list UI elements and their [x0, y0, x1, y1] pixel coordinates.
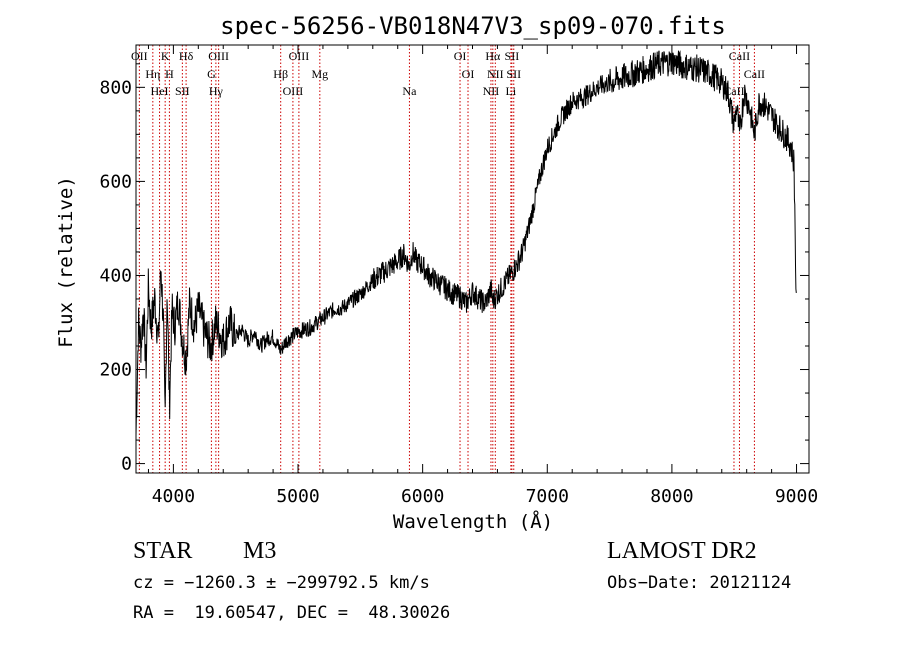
- line-markers: [138, 45, 755, 473]
- line-label: NII: [487, 67, 504, 81]
- line-label: K: [161, 49, 170, 63]
- line-label: SII: [505, 49, 520, 63]
- y-tick-label: 800: [99, 77, 132, 98]
- object-subclass: M3: [243, 538, 277, 564]
- line-label: Hβ: [273, 67, 288, 81]
- y-axis: 0 200 400 600 800: [99, 63, 809, 475]
- line-label: Hη: [145, 67, 160, 81]
- x-tick-label: 7000: [526, 486, 569, 507]
- line-label: OI: [462, 67, 475, 81]
- y-tick-label: 0: [121, 454, 132, 475]
- x-tick-label: 8000: [650, 486, 693, 507]
- line-label: CaII: [729, 49, 750, 63]
- line-labels: OIIHηHeIKHSIIHδGHγOIIIHβOIIIOIIIMgNaOIOI…: [131, 49, 765, 98]
- x-tick-label: 9000: [775, 486, 818, 507]
- plot-frame: [135, 44, 810, 474]
- y-tick-label: 400: [99, 265, 132, 286]
- line-label: H: [165, 67, 174, 81]
- object-class: STAR: [133, 538, 193, 564]
- y-axis-label: Flux (relative): [55, 176, 77, 348]
- survey-name: LAMOST DR2: [607, 538, 757, 564]
- observation-date: Obs−Date: 20121124: [607, 573, 792, 593]
- x-tick-label: 5000: [276, 486, 319, 507]
- x-axis: 4000 5000 6000 7000 8000 9000: [147, 45, 818, 507]
- line-label: OII: [131, 49, 148, 63]
- line-label: Mg: [311, 67, 328, 81]
- y-tick-label: 600: [99, 171, 132, 192]
- line-label: HeI: [151, 84, 169, 98]
- line-label: Li: [506, 84, 517, 98]
- x-axis-label: Wavelength (Å): [393, 510, 553, 533]
- line-label: Na: [402, 84, 417, 98]
- line-label: OIII: [289, 49, 310, 63]
- line-label: Hα: [485, 49, 501, 63]
- line-label: SII: [506, 67, 521, 81]
- line-label: G: [207, 67, 216, 81]
- line-label: OIII: [208, 49, 229, 63]
- redshift-readout: cz = −1260.3 ± −299792.5 km/s: [133, 573, 430, 593]
- line-label: Hδ: [179, 49, 194, 63]
- x-tick-label: 4000: [152, 486, 195, 507]
- chart-title: spec-56256-VB018N47V3_sp09-070.fits: [220, 12, 726, 40]
- y-tick-label: 200: [99, 360, 132, 381]
- line-label: NII: [483, 84, 500, 98]
- line-label: OIII: [283, 84, 304, 98]
- spectrum-line: [135, 50, 797, 436]
- x-tick-label: 6000: [401, 486, 444, 507]
- line-label: CaII: [744, 67, 765, 81]
- line-label: OI: [454, 49, 467, 63]
- coordinates-readout: RA = 19.60547, DEC = 48.30026: [133, 603, 451, 623]
- line-label: SII: [175, 84, 190, 98]
- line-label: Hγ: [209, 84, 224, 98]
